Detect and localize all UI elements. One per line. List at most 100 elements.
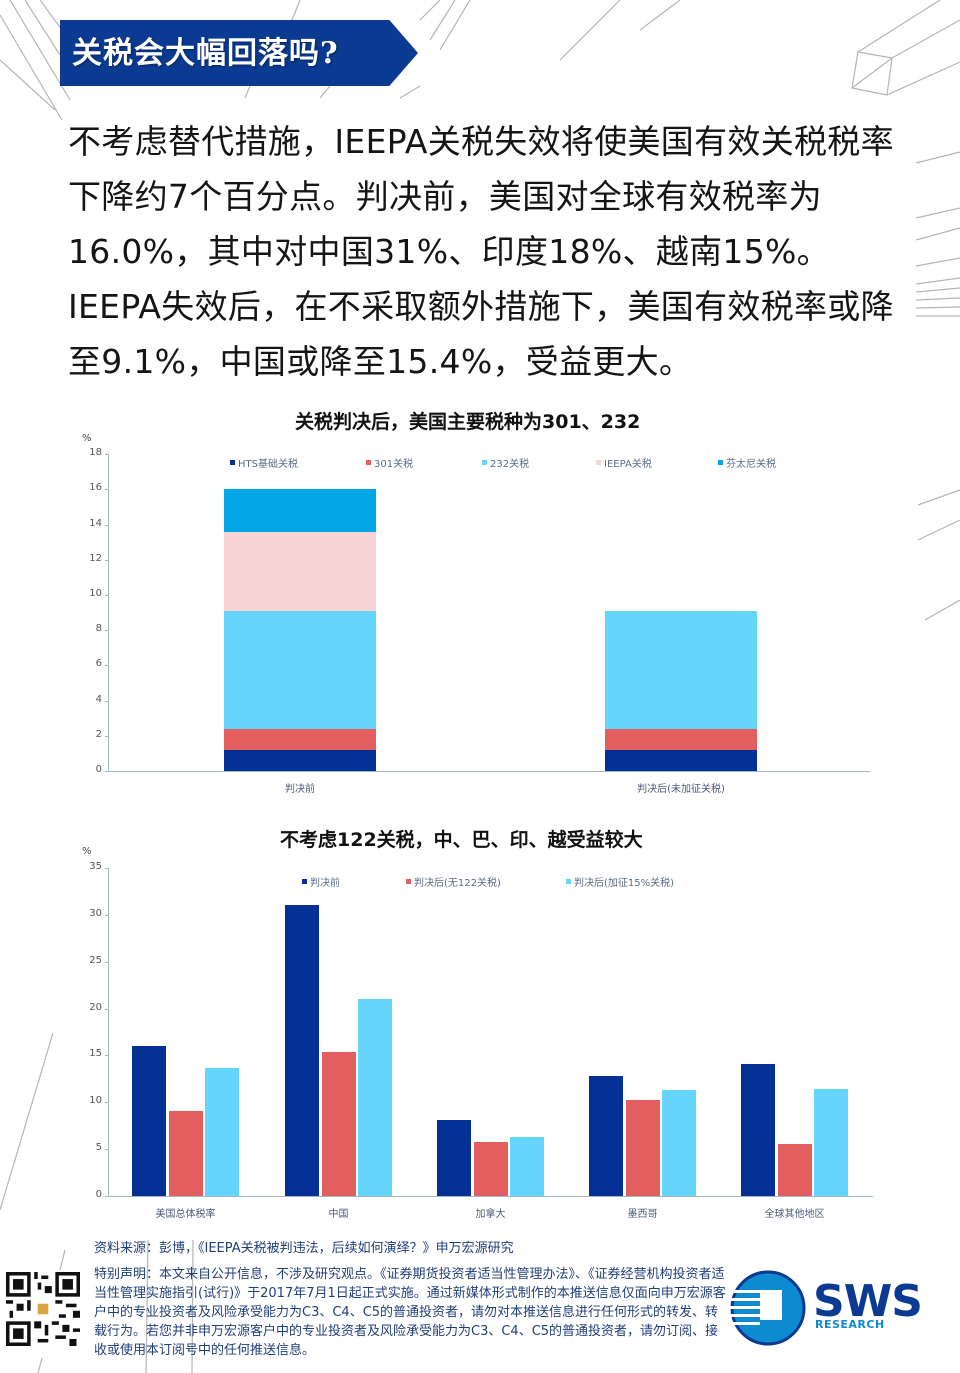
legend-item: 芬太尼关税 — [718, 455, 776, 470]
bar — [437, 1120, 471, 1196]
legend-label: 判决前 — [310, 878, 340, 889]
legend-item: HTS基础关税 — [230, 455, 298, 470]
legend-label: 301关税 — [374, 459, 414, 470]
legend-swatch — [596, 460, 601, 465]
legend-swatch — [230, 460, 235, 465]
disclaimer-text: 特别声明：本文来自公开信息，不涉及研究观点。《证券期货投资者适当性管理办法》、《… — [94, 1267, 726, 1358]
bar-segment — [224, 728, 376, 750]
y-tick-label: 12 — [89, 552, 102, 564]
bar — [741, 1063, 775, 1196]
chart-2-y-unit: % — [82, 846, 92, 857]
bar — [285, 905, 319, 1196]
bar — [473, 1141, 508, 1196]
legend-label: 232关税 — [490, 459, 530, 470]
legend-swatch — [406, 879, 411, 884]
chart-1-x-axis — [108, 771, 870, 772]
sws-logo-icon — [730, 1270, 806, 1346]
category-label: 墨西哥 — [627, 1209, 658, 1220]
legend-swatch — [482, 460, 487, 465]
category-label: 中国 — [328, 1209, 349, 1220]
chart-2-y-axis — [108, 868, 109, 1197]
y-tick-mark — [105, 1149, 109, 1151]
y-tick-mark — [105, 700, 109, 702]
page-title: 关税会大幅回落吗? — [72, 36, 339, 71]
bar — [358, 999, 392, 1196]
y-tick-label: 18 — [89, 447, 102, 459]
legend-label: 判决后(无122关税) — [414, 878, 501, 889]
y-tick-label: 0 — [95, 764, 102, 775]
y-tick-label: 10 — [89, 1095, 102, 1107]
title-banner — [60, 20, 418, 86]
bar — [589, 1076, 623, 1196]
legend-item: 判决后(加征15%关税) — [566, 874, 674, 889]
legend-item: 232关税 — [482, 455, 529, 470]
bar — [510, 1136, 544, 1196]
legend-item: 301关税 — [366, 455, 413, 470]
y-tick-label: 20 — [89, 1001, 102, 1013]
y-tick-label: 5 — [95, 1142, 102, 1154]
summary-paragraph: 不考虑替代措施，IEEPA关税失效将使美国有效关税税率下降约7个百分点。判决前，… — [68, 122, 894, 381]
bar-segment — [605, 749, 757, 771]
qr-code-icon[interactable] — [6, 1272, 80, 1346]
bar-segment — [224, 489, 376, 532]
y-tick-label: 30 — [89, 907, 102, 919]
chart-1-y-axis — [108, 454, 109, 772]
bar — [132, 1046, 166, 1196]
y-tick-mark — [105, 961, 109, 963]
y-tick-label: 8 — [95, 623, 102, 635]
category-label: 全球其他地区 — [764, 1209, 825, 1220]
y-tick-mark — [105, 1008, 109, 1010]
chart-2-title: 不考虑122关税，中、巴、印、越受益较大 — [280, 829, 643, 851]
y-tick-mark — [105, 1196, 109, 1197]
y-tick-label: 4 — [95, 693, 102, 705]
legend-swatch — [718, 460, 723, 465]
bar — [662, 1090, 696, 1196]
y-tick-mark — [105, 454, 109, 456]
category-label: 美国总体税率 — [155, 1209, 216, 1220]
y-tick-label: 10 — [89, 588, 102, 599]
source-note: 资料来源：彭博，《IEEPA关税被判违法，后续如何演绎？》申万宏源研究 — [94, 1241, 514, 1256]
bar — [205, 1067, 239, 1196]
y-tick-mark — [105, 914, 109, 916]
chart-2-x-axis — [108, 1196, 873, 1197]
sws-logo-text: SWS — [813, 1276, 923, 1327]
y-tick-label: 15 — [89, 1048, 102, 1060]
y-tick-label: 25 — [89, 954, 102, 966]
category-label: 判决前 — [285, 784, 315, 795]
legend-label: 判决后(加征15%关税) — [574, 878, 675, 889]
bar-segment — [224, 531, 376, 611]
legend-label: IEEPA关税 — [604, 459, 652, 470]
y-tick-mark — [105, 559, 109, 561]
bar-segment — [224, 749, 376, 771]
legend-item: IEEPA关税 — [596, 455, 652, 470]
y-tick-label: 6 — [95, 658, 102, 670]
bar-segment — [605, 728, 757, 750]
category-label: 判决后(未加征关税) — [637, 784, 725, 795]
bar — [625, 1100, 660, 1196]
bar — [814, 1089, 848, 1196]
legend-swatch — [366, 460, 371, 465]
y-tick-mark — [105, 489, 109, 491]
y-tick-label: 14 — [89, 517, 102, 529]
y-tick-mark — [105, 1102, 109, 1104]
y-tick-label: 35 — [89, 861, 102, 872]
category-label: 加拿大 — [475, 1209, 506, 1220]
y-tick-mark — [105, 524, 109, 526]
bar — [777, 1143, 812, 1196]
legend-swatch — [566, 879, 571, 884]
y-tick-mark — [105, 735, 109, 737]
legend-item: 判决前 — [302, 874, 340, 889]
bar — [168, 1110, 203, 1196]
legend-item: 判决后(无122关税) — [406, 874, 501, 889]
legend-swatch — [302, 879, 307, 884]
y-tick-label: 2 — [95, 728, 102, 740]
legend-label: HTS基础关税 — [238, 459, 298, 470]
chart-1-title: 关税判决后，美国主要税种为301、232 — [295, 411, 641, 433]
y-tick-mark — [105, 595, 109, 596]
y-tick-mark — [105, 771, 109, 772]
bar — [321, 1051, 356, 1196]
y-tick-label: 0 — [95, 1189, 102, 1200]
chart-1-y-unit: % — [82, 433, 92, 444]
y-tick-mark — [105, 1055, 109, 1057]
y-tick-mark — [105, 630, 109, 632]
